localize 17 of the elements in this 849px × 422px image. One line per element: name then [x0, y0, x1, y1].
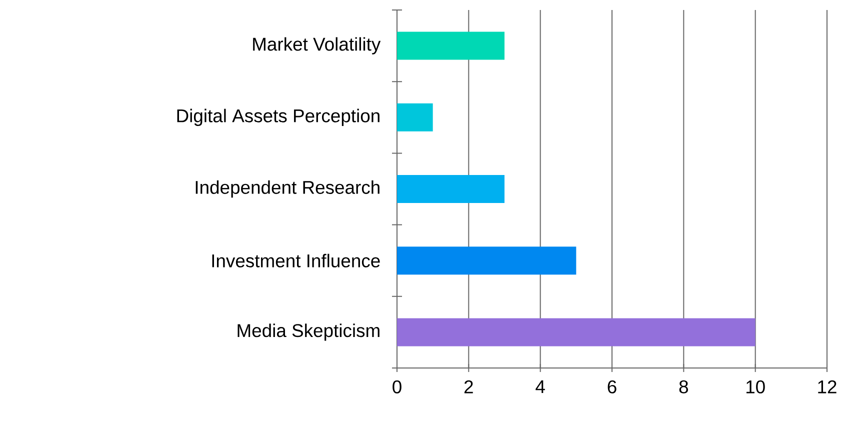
bar: [397, 318, 756, 346]
y-tick-label: Media Skepticism: [238, 324, 380, 341]
x-tick-label: 12: [818, 380, 836, 394]
y-tick-label: Market Volatility: [253, 37, 381, 54]
x-tick-label: 2: [464, 380, 473, 394]
bar: [397, 246, 576, 275]
bar: [397, 32, 505, 60]
y-tick-label: Independent Research: [196, 180, 380, 198]
bar: [397, 175, 505, 203]
y-tick-label: Digital Assets Perception: [177, 108, 380, 126]
x-tick-label: 4: [536, 380, 545, 394]
x-tick-label: 8: [679, 380, 688, 394]
y-tick-label: Investment Influence: [212, 254, 380, 268]
bar: [397, 103, 433, 132]
x-tick-label: 0: [392, 380, 402, 394]
x-tick-label: 10: [746, 380, 765, 394]
x-tick-label: 6: [608, 380, 616, 394]
